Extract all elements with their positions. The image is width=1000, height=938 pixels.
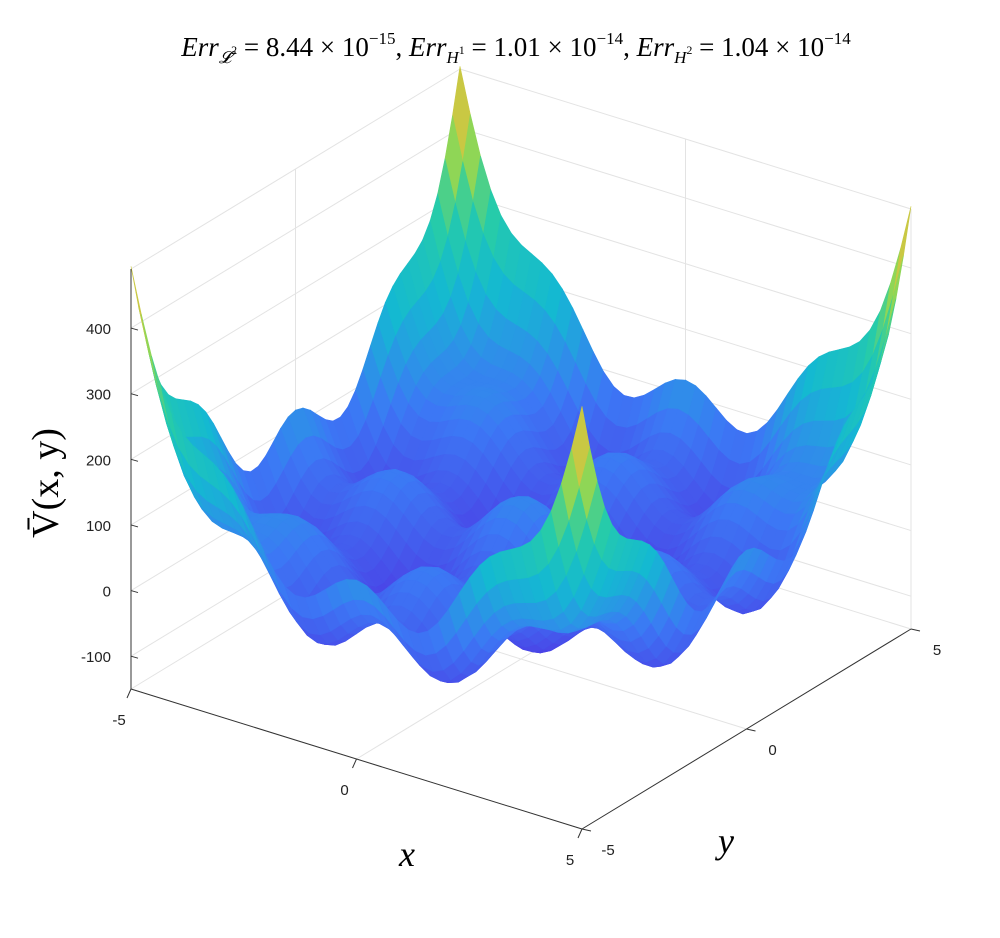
z-tick-label: 100 (86, 518, 111, 535)
y-tick-label: 0 (768, 742, 776, 759)
z-tick-label: 200 (86, 452, 111, 469)
z-tick-label: 300 (86, 387, 111, 404)
surface (131, 66, 911, 682)
z-axis-label: V̄(x, y) (25, 428, 67, 538)
svg-text:Err𝓛2 = 8.44 × 10−15, ErrH1: Err𝓛2 = 8.44 × 10−15, ErrH1 = 1.01 × 10−… (180, 29, 851, 67)
y-tick-label: 5 (933, 642, 941, 659)
z-tick-label: 400 (86, 321, 111, 338)
x-tick-label: 5 (566, 852, 574, 869)
x-axis-label: x (398, 834, 415, 874)
y-tick-label: -5 (601, 842, 614, 859)
z-tick-label: -100 (81, 649, 111, 666)
x-tick-label: 0 (340, 782, 348, 799)
x-tick-label: -5 (112, 712, 125, 729)
z-tick-label: 0 (103, 584, 111, 601)
y-axis-label: y (715, 821, 734, 861)
chart-title: Err𝓛2 = 8.44 × 10−15, ErrH1 = 1.01 × 10−… (180, 29, 851, 67)
